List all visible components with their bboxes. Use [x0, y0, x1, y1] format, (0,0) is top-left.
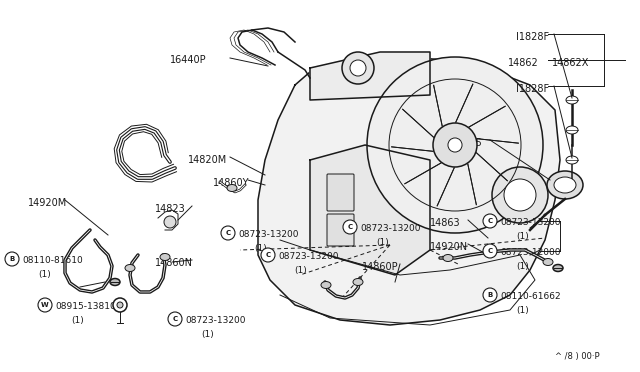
- Text: C: C: [488, 218, 493, 224]
- Ellipse shape: [125, 264, 135, 272]
- Text: (1): (1): [516, 306, 529, 315]
- Ellipse shape: [566, 96, 578, 104]
- Ellipse shape: [110, 279, 120, 285]
- Text: 08723-13200: 08723-13200: [500, 218, 561, 227]
- Text: (1): (1): [254, 244, 267, 253]
- Circle shape: [504, 179, 536, 211]
- Text: 14860Y: 14860Y: [213, 178, 250, 188]
- Text: C: C: [225, 230, 230, 236]
- Polygon shape: [310, 52, 430, 100]
- FancyBboxPatch shape: [327, 174, 354, 211]
- Text: 08110-81610: 08110-81610: [22, 256, 83, 265]
- Circle shape: [38, 298, 52, 312]
- Circle shape: [367, 57, 543, 233]
- Text: 14862X: 14862X: [552, 58, 589, 68]
- Text: 14820M: 14820M: [188, 155, 227, 165]
- Circle shape: [117, 302, 123, 308]
- Text: 08723-13200: 08723-13200: [238, 230, 298, 239]
- Text: W: W: [41, 302, 49, 308]
- Text: C: C: [348, 224, 353, 230]
- Text: C: C: [488, 248, 493, 254]
- Text: 08915-13810: 08915-13810: [55, 302, 116, 311]
- Text: 08723-12000: 08723-12000: [500, 248, 561, 257]
- Text: (1): (1): [201, 330, 214, 339]
- Text: B: B: [488, 292, 493, 298]
- Circle shape: [113, 298, 127, 312]
- Text: I1828F: I1828F: [516, 84, 549, 94]
- Text: I1828F: I1828F: [516, 32, 549, 42]
- Circle shape: [350, 60, 366, 76]
- Text: 14860N: 14860N: [155, 258, 193, 268]
- Text: 16440P: 16440P: [170, 55, 207, 65]
- Circle shape: [448, 138, 462, 152]
- Ellipse shape: [566, 126, 578, 134]
- Text: 08110-61662: 08110-61662: [500, 292, 561, 301]
- Ellipse shape: [543, 259, 553, 266]
- Text: 14860P: 14860P: [362, 262, 399, 272]
- Text: 08723-13200: 08723-13200: [278, 252, 339, 261]
- Text: 14835: 14835: [452, 138, 483, 148]
- Ellipse shape: [547, 171, 583, 199]
- Text: ^ /8 ) 00·P: ^ /8 ) 00·P: [556, 352, 600, 361]
- Circle shape: [221, 226, 235, 240]
- Ellipse shape: [321, 282, 331, 289]
- Circle shape: [492, 167, 548, 223]
- Ellipse shape: [227, 185, 237, 192]
- Ellipse shape: [554, 177, 576, 193]
- Ellipse shape: [443, 254, 453, 262]
- Circle shape: [483, 214, 497, 228]
- Polygon shape: [310, 145, 430, 275]
- Ellipse shape: [566, 156, 578, 164]
- Circle shape: [168, 312, 182, 326]
- Ellipse shape: [553, 264, 563, 272]
- Circle shape: [342, 52, 374, 84]
- Text: (1): (1): [516, 262, 529, 271]
- Text: B: B: [10, 256, 15, 262]
- Text: 08723-13200: 08723-13200: [185, 316, 246, 325]
- Circle shape: [343, 220, 357, 234]
- Circle shape: [5, 252, 19, 266]
- Text: (1): (1): [38, 270, 51, 279]
- Circle shape: [261, 248, 275, 262]
- Circle shape: [483, 244, 497, 258]
- Polygon shape: [258, 58, 560, 325]
- Ellipse shape: [353, 279, 363, 285]
- Circle shape: [164, 216, 176, 228]
- Text: 14862: 14862: [508, 58, 539, 68]
- Text: 14863: 14863: [430, 218, 461, 228]
- Text: (1): (1): [516, 232, 529, 241]
- Text: (1): (1): [376, 238, 388, 247]
- Text: 14920M: 14920M: [28, 198, 67, 208]
- Circle shape: [433, 123, 477, 167]
- Circle shape: [483, 288, 497, 302]
- FancyBboxPatch shape: [327, 214, 354, 246]
- Text: C: C: [266, 252, 271, 258]
- Text: 14823: 14823: [155, 204, 186, 214]
- Ellipse shape: [160, 253, 170, 260]
- Text: (1): (1): [71, 316, 84, 325]
- Text: 08723-13200: 08723-13200: [360, 224, 420, 233]
- Text: (1): (1): [294, 266, 307, 275]
- Text: 14920N: 14920N: [430, 242, 468, 252]
- Text: C: C: [172, 316, 177, 322]
